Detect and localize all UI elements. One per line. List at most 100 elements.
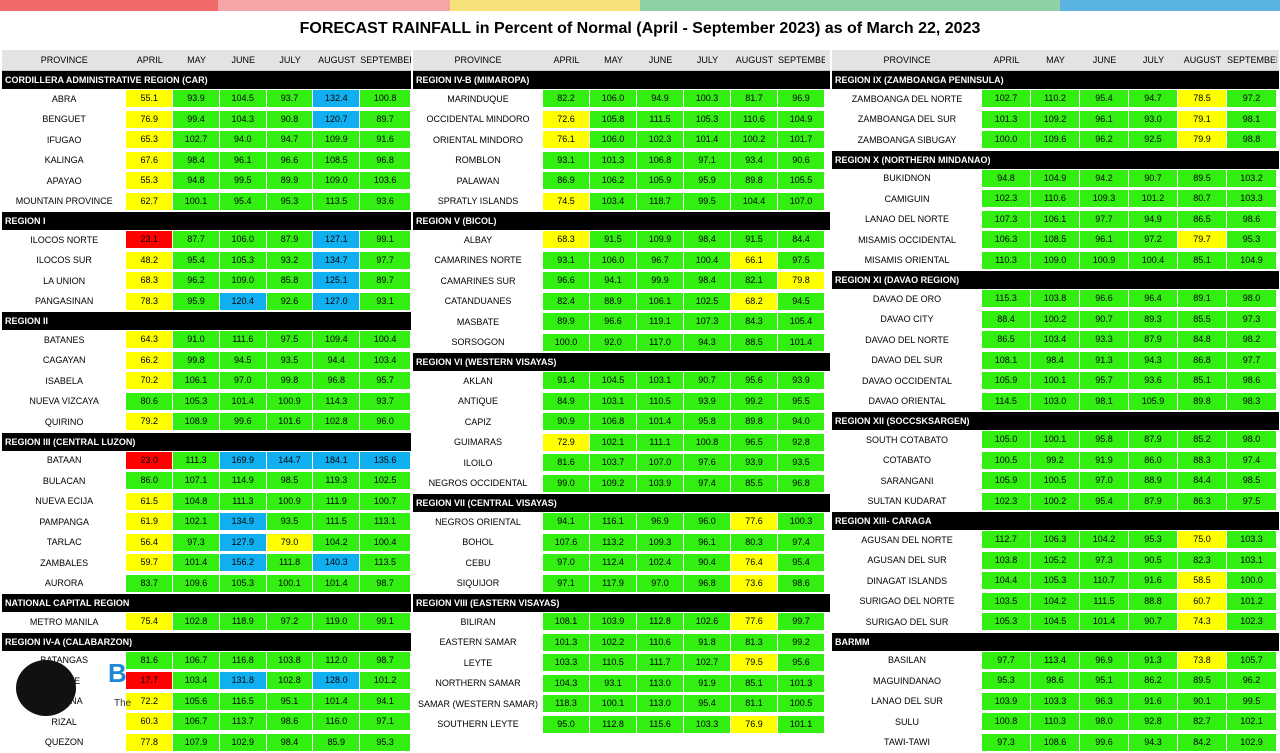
rainfall-value-cell: 96.6 (1080, 290, 1128, 307)
rainfall-value-cell: 100.2 (731, 131, 777, 148)
rainfall-value-cell: 66.2 (126, 352, 172, 369)
rainfall-value-cell: 62.7 (126, 193, 172, 210)
rainfall-value-cell: 116.0 (313, 713, 359, 730)
rainfall-value-cell: 95.5 (778, 393, 824, 410)
province-name: ORIENTAL MINDORO (413, 135, 543, 145)
province-name: MASBATE (413, 317, 543, 327)
rainfall-value-cell: 86.8 (1178, 352, 1226, 369)
rainfall-value-cell: 105.9 (982, 472, 1030, 489)
rainfall-value-cell: 105.8 (590, 111, 636, 128)
rainfall-value-cell: 102.3 (1227, 613, 1276, 630)
province-name: PALAWAN (413, 176, 543, 186)
province-name: NUEVA VIZCAYA (2, 396, 126, 406)
rainfall-value-cell: 88.5 (731, 334, 777, 351)
rainfall-value-cell: 96.9 (1080, 652, 1128, 669)
rainfall-value-cell: 68.3 (126, 272, 172, 289)
rainfall-value-cell: 94.0 (220, 131, 266, 148)
rainfall-value-cell: 116.1 (590, 513, 636, 530)
province-name: ILOCOS NORTE (2, 235, 126, 245)
province-name: SULTAN KUDARAT (832, 496, 982, 506)
province-name: BILIRAN (413, 617, 543, 627)
rainfall-value-cell: 95.3 (1129, 531, 1177, 548)
rainfall-value-cell: 132.4 (313, 90, 359, 107)
rainfall-value-cell: 91.4 (543, 372, 589, 389)
rainfall-value-cell: 100.1 (1031, 372, 1079, 389)
rainfall-value-cell: 93.0 (1129, 111, 1177, 128)
province-name: BASILAN (832, 655, 982, 665)
rainfall-value-cell: 89.7 (360, 272, 410, 289)
rainfall-value-cell: 77.6 (731, 513, 777, 530)
rainfall-value-cell: 103.1 (637, 372, 683, 389)
rainfall-value-cell: 84.4 (778, 231, 824, 248)
rainfall-value-cell: 91.8 (684, 634, 730, 651)
rainfall-value-cell: 79.7 (1178, 231, 1226, 248)
province-name: SARANGANI (832, 476, 982, 486)
province-name: NEGROS OCCIDENTAL (413, 478, 543, 488)
rainfall-value-cell: 94.7 (1129, 90, 1177, 107)
rainfall-value-cell: 112.0 (313, 652, 359, 669)
header-july: JULY (684, 55, 731, 65)
rainfall-value-cell: 97.4 (1227, 452, 1276, 469)
rainfall-value-cell: 107.6 (543, 534, 589, 551)
rainfall-value-cell: 98.6 (1227, 211, 1276, 228)
rainfall-value-cell: 105.3 (684, 111, 730, 128)
province-name: DAVAO DEL SUR (832, 355, 982, 365)
rainfall-value-cell: 100.1 (173, 193, 219, 210)
header-province: PROVINCE (413, 55, 543, 65)
rainfall-value-cell: 104.4 (982, 572, 1030, 589)
rainfall-value-cell: 134.9 (220, 513, 266, 530)
province-name: IFUGAO (2, 135, 126, 145)
rainfall-value-cell: 95.4 (1080, 493, 1128, 510)
rainfall-value-cell: 85.2 (1178, 431, 1226, 448)
rainfall-value-cell: 87.9 (1129, 431, 1177, 448)
rainfall-value-cell: 103.4 (360, 352, 410, 369)
region-header: REGION IX (ZAMBOANGA PENINSULA) (832, 71, 1279, 89)
rainfall-value-cell: 96.8 (313, 372, 359, 389)
rainfall-value-cell: 89.1 (1178, 290, 1226, 307)
province-name: TARLAC (2, 537, 126, 547)
province-name: ZAMBALES (2, 558, 126, 568)
rainfall-value-cell: 96.8 (778, 475, 824, 492)
rainfall-value-cell: 73.8 (1178, 652, 1226, 669)
province-name: CAMARINES NORTE (413, 255, 543, 265)
rainfall-value-cell: 106.8 (590, 413, 636, 430)
province-name: COTABATO (832, 455, 982, 465)
rainfall-value-cell: 103.9 (637, 475, 683, 492)
rainfall-value-cell: 111.3 (173, 452, 219, 469)
region-header: REGION XII (SOCCSKSARGEN) (832, 412, 1279, 430)
province-name: CATANDUANES (413, 296, 543, 306)
rainfall-value-cell: 97.1 (360, 713, 410, 730)
province-name: DAVAO DE ORO (832, 294, 982, 304)
rainfall-value-cell: 100.4 (684, 252, 730, 269)
province-name: BATANES (2, 335, 126, 345)
region-header: NATIONAL CAPITAL REGION (2, 594, 411, 612)
rainfall-value-cell: 127.1 (313, 231, 359, 248)
rainfall-value-cell: 108.9 (173, 413, 219, 430)
rainfall-value-cell: 97.7 (1080, 211, 1128, 228)
rainfall-value-cell: 86.3 (1178, 493, 1226, 510)
rainfall-value-cell: 90.7 (1080, 311, 1128, 328)
rainfall-value-cell: 111.8 (267, 554, 313, 571)
rainfall-value-cell: 95.4 (220, 193, 266, 210)
rainfall-value-cell: 91.0 (173, 331, 219, 348)
rainfall-value-cell: 95.4 (778, 554, 824, 571)
rainfall-value-cell: 105.3 (1031, 572, 1079, 589)
agency-logo-icon (16, 660, 76, 716)
rainfall-value-cell: 112.8 (590, 716, 636, 733)
rainfall-value-cell: 119.0 (313, 613, 359, 630)
rainfall-value-cell: 95.3 (1227, 231, 1276, 248)
rainfall-value-cell: 96.1 (1080, 111, 1128, 128)
